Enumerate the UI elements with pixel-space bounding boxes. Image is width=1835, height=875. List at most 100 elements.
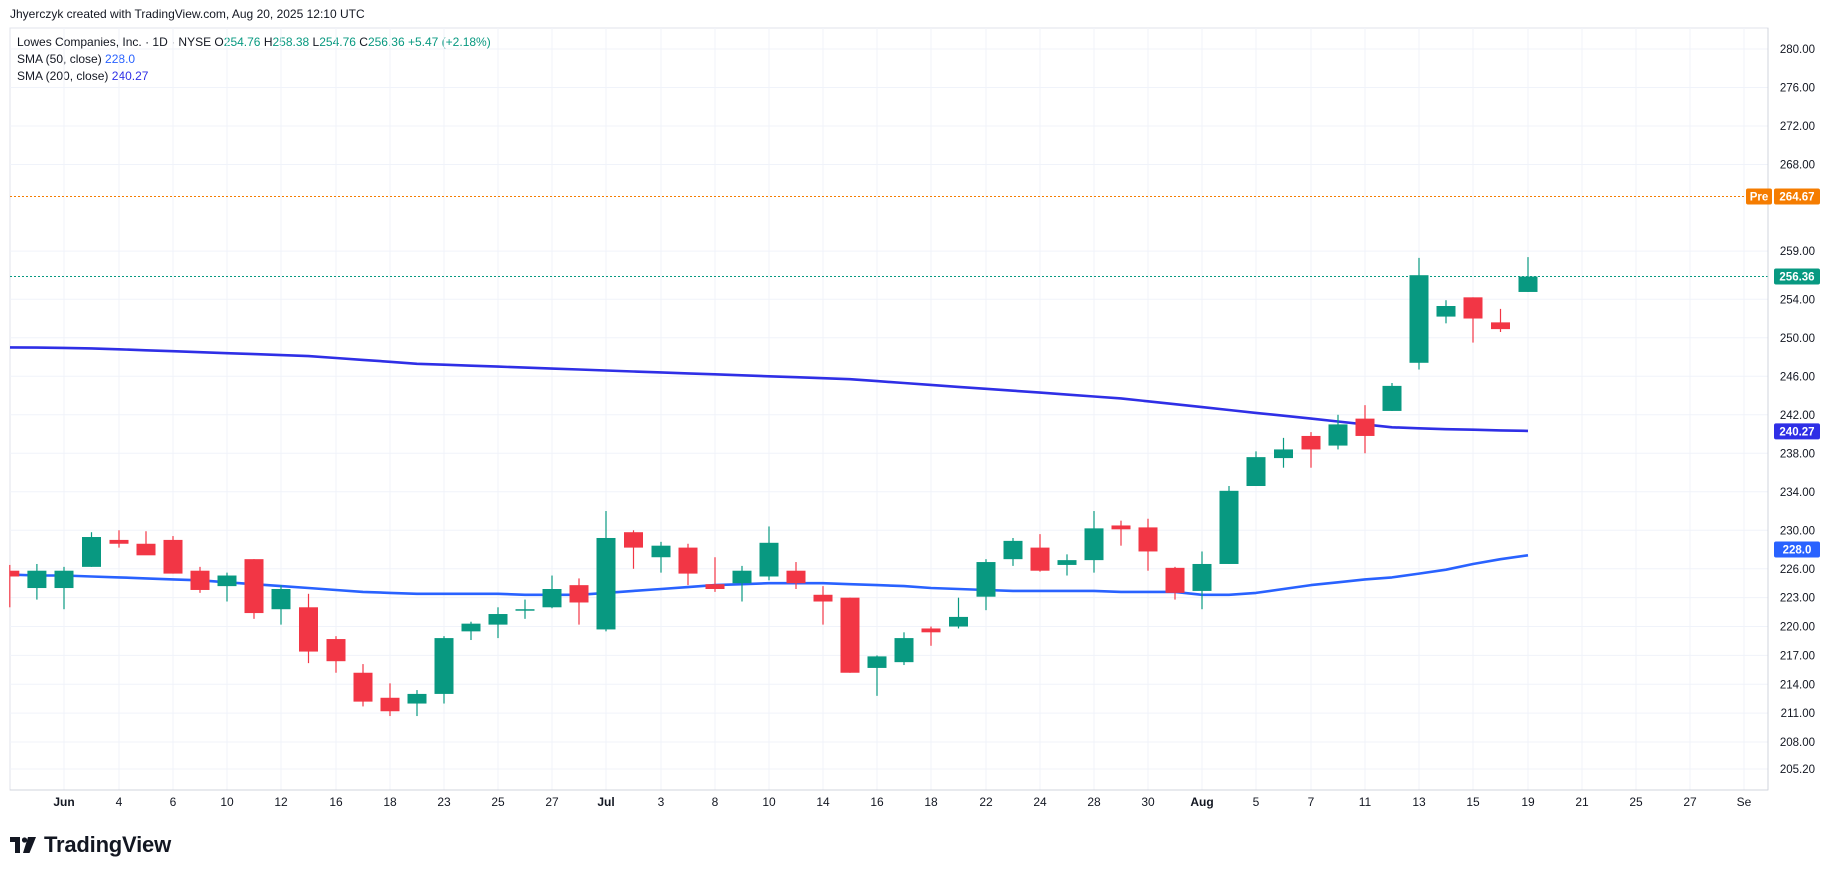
- sma50-price-tag-text: 228.0: [1783, 545, 1812, 557]
- plot-frame: [9, 27, 1769, 791]
- candle-body: [10, 570, 20, 577]
- sma200-line: [9, 346, 1529, 433]
- candle-body: [894, 638, 914, 663]
- sma50-value: 228.0: [105, 52, 136, 66]
- time-tick-label: 16: [870, 795, 884, 809]
- candle: [867, 655, 887, 696]
- candle: [678, 543, 698, 586]
- price-tick-label: 242.00: [1780, 410, 1815, 422]
- candle: [1491, 308, 1510, 332]
- candle: [244, 559, 264, 619]
- price-chart[interactable]: 205.20 208.00 211.00 214.00 217.00 220.00 223.…: [0, 0, 1835, 820]
- candle: [217, 572, 237, 602]
- candle: [434, 636, 454, 704]
- candle-body: [190, 570, 210, 590]
- time-tick-label: 16: [329, 795, 343, 809]
- candle-body: [732, 570, 752, 584]
- time-tick-label: Jul: [597, 795, 614, 809]
- time-tick-label: 25: [1629, 795, 1643, 809]
- price-tick-label: 211.00: [1781, 708, 1815, 720]
- candle-body: [1165, 567, 1185, 593]
- candle-body: [624, 532, 643, 548]
- open-value: 254.76: [223, 35, 261, 49]
- candle: [1192, 551, 1212, 610]
- candle-body: [1518, 276, 1538, 292]
- candle: [1084, 511, 1104, 573]
- candle-body: [299, 607, 318, 652]
- candle: [190, 566, 210, 593]
- time-tick-label: 23: [437, 795, 451, 809]
- sma200-value: 240.27: [111, 69, 149, 83]
- sma200-price-tag: [1774, 423, 1820, 440]
- candle: [1030, 534, 1050, 572]
- candle-body: [1219, 490, 1239, 564]
- candle-body: [136, 543, 156, 556]
- candle-body: [353, 672, 373, 702]
- candle-body: [1409, 275, 1429, 363]
- candle-body: [1246, 457, 1266, 487]
- candle: [813, 586, 833, 625]
- candle: [949, 597, 968, 629]
- price-tick-label: 280.00: [1780, 44, 1815, 56]
- sma50-legend-row[interactable]: SMA (50, close) 228.0: [17, 51, 491, 68]
- candle-body: [651, 545, 671, 558]
- candle-body: [461, 623, 481, 632]
- candle: [569, 578, 589, 625]
- premarket-tag: [1746, 188, 1772, 205]
- price-tick-label: 276.00: [1780, 83, 1815, 95]
- candle: [1111, 520, 1131, 546]
- candle: [1274, 437, 1293, 468]
- low-value: 254.76: [319, 35, 356, 49]
- time-tick-label: 10: [762, 795, 776, 809]
- candle: [1301, 432, 1321, 468]
- candle: [515, 599, 535, 619]
- price-tick-label: 208.00: [1780, 737, 1815, 749]
- candle: [1382, 383, 1402, 411]
- candle: [353, 664, 373, 707]
- candle-body: [1057, 560, 1077, 565]
- change-value: +5.47 (+2.18%): [407, 35, 491, 49]
- candle-body: [867, 656, 887, 668]
- last-price-tag: [1774, 268, 1820, 285]
- candle: [1165, 566, 1185, 600]
- time-tick-label: 14: [816, 795, 830, 809]
- candle-body: [82, 537, 101, 567]
- candle: [976, 559, 996, 611]
- grid-lines: [9, 27, 1769, 791]
- price-tick-label: 220.00: [1780, 622, 1815, 634]
- time-tick-label: 5: [1253, 795, 1260, 809]
- candle-body: [1003, 540, 1023, 560]
- candle: [1409, 257, 1429, 370]
- time-tick-label: 15: [1466, 795, 1480, 809]
- time-tick-label: 11: [1359, 795, 1372, 809]
- time-tick-label: 18: [383, 795, 397, 809]
- candle-body: [949, 616, 968, 627]
- candle: [1003, 537, 1023, 566]
- price-tick-label: 272.00: [1780, 121, 1815, 133]
- candle: [894, 632, 914, 666]
- candle: [380, 683, 400, 717]
- tradingview-logo-text: TradingView: [44, 832, 171, 857]
- symbol-label: Lowes Companies, Inc. · 1D · NYSE: [17, 35, 212, 49]
- candle-body: [1382, 385, 1402, 411]
- time-tick-label: Se: [1737, 795, 1752, 809]
- time-tick-label: 19: [1521, 795, 1535, 809]
- candle: [705, 557, 725, 592]
- candle-body: [271, 589, 291, 610]
- premarket-price-tag-text: 264.67: [1779, 192, 1814, 204]
- candle-body: [109, 539, 129, 544]
- tradingview-logo[interactable]: TradingView: [10, 832, 171, 858]
- candle-body: [596, 537, 616, 630]
- time-tick-label: 13: [1412, 795, 1426, 809]
- candle-body: [1274, 449, 1293, 459]
- price-tick-label: 226.00: [1780, 564, 1815, 576]
- chart-attribution: Jhyerczyk created with TradingView.com, …: [10, 7, 365, 21]
- time-tick-label: 22: [979, 795, 993, 809]
- candle-body: [786, 570, 806, 584]
- candle: [271, 585, 291, 625]
- sma200-legend-row[interactable]: SMA (200, close) 240.27: [17, 68, 491, 85]
- candle-body: [1355, 418, 1375, 436]
- time-tick-label: 25: [491, 795, 505, 809]
- time-tick-label: 27: [1683, 795, 1697, 809]
- time-tick-label: 10: [220, 795, 234, 809]
